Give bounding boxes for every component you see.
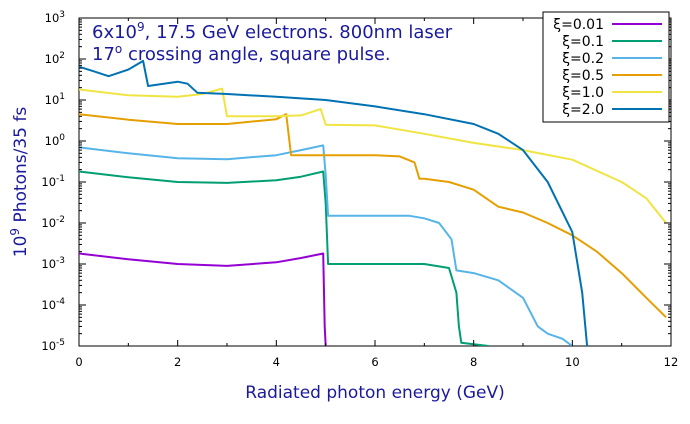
y-axis-label: 109 Photons/35 fs [8, 107, 31, 258]
y-tick-label: 102 [45, 51, 65, 66]
series-line [79, 87, 667, 224]
y-tick-label: 10-5 [41, 338, 65, 353]
legend-label: ξ=0.01 [553, 17, 604, 33]
y-tick-label: 103 [45, 10, 65, 25]
annotation-line-2: 17o crossing angle, square pulse. [92, 42, 391, 65]
series-line [79, 59, 589, 346]
x-tick-label: 4 [273, 355, 280, 369]
x-tick-label: 12 [664, 355, 679, 369]
x-tick-label: 0 [75, 355, 82, 369]
y-tick-label: 10-1 [41, 174, 65, 189]
legend: ξ=0.01ξ=0.1ξ=0.2ξ=0.5ξ=1.0ξ=2.0 [553, 17, 662, 118]
x-tick-label: 6 [371, 355, 378, 369]
legend-label: ξ=0.1 [562, 34, 604, 50]
legend-label: ξ=0.2 [562, 51, 604, 67]
legend-label: ξ=0.5 [562, 68, 604, 84]
y-tick-label: 101 [45, 92, 65, 107]
series-line [79, 144, 573, 346]
y-tick-label: 10-2 [41, 215, 65, 230]
series-line [79, 252, 327, 346]
annotation-line-1: 6x109, 17.5 GeV electrons. 800nm laser [92, 20, 453, 43]
x-axis-label: Radiated photon energy (GeV) [245, 383, 504, 403]
series-line [79, 170, 489, 346]
legend-label: ξ=1.0 [562, 85, 604, 101]
x-tick-label: 8 [470, 355, 477, 369]
y-tick-label: 10-3 [41, 256, 65, 271]
y-tick-label: 10-4 [41, 297, 65, 312]
x-axis-ticks: 0 2 4 6 8 10 12 [75, 18, 678, 369]
series-group [79, 59, 667, 346]
x-tick-label: 2 [174, 355, 181, 369]
y-tick-label: 100 [45, 133, 66, 148]
x-tick-label: 10 [565, 355, 580, 369]
series-line [79, 113, 667, 319]
legend-label: ξ=2.0 [562, 102, 604, 118]
legend-box [542, 11, 670, 123]
